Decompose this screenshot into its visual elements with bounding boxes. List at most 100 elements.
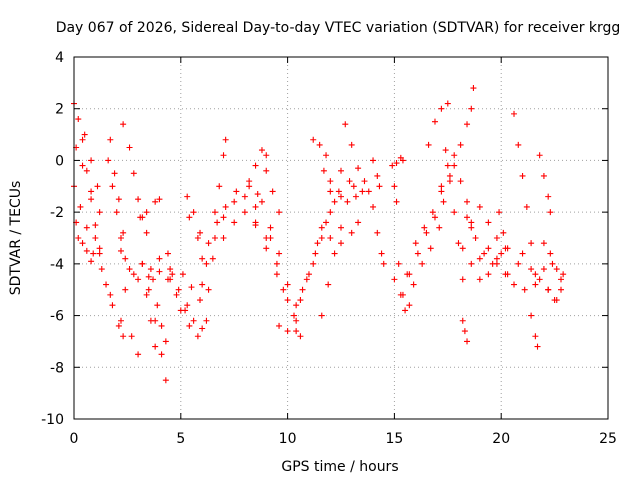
data-point bbox=[252, 219, 259, 226]
data-point bbox=[515, 141, 522, 148]
data-point bbox=[427, 245, 434, 252]
data-point bbox=[103, 281, 110, 288]
data-point bbox=[241, 193, 248, 200]
x-tick-label: 10 bbox=[279, 431, 297, 447]
data-point bbox=[222, 203, 229, 210]
data-point bbox=[188, 284, 195, 291]
y-tick-label: 2 bbox=[55, 102, 64, 118]
data-point bbox=[397, 291, 404, 298]
data-point bbox=[75, 116, 82, 123]
data-point bbox=[120, 229, 127, 236]
data-point bbox=[331, 198, 338, 205]
data-point bbox=[130, 271, 137, 278]
data-point bbox=[361, 178, 368, 185]
data-point bbox=[402, 307, 409, 314]
data-point bbox=[532, 271, 539, 278]
data-point bbox=[122, 286, 129, 293]
data-point bbox=[96, 250, 103, 257]
data-point bbox=[502, 271, 509, 278]
data-point bbox=[167, 266, 174, 273]
data-point bbox=[310, 136, 317, 143]
data-point bbox=[442, 147, 449, 154]
data-point bbox=[406, 302, 413, 309]
data-point bbox=[468, 224, 475, 231]
data-point bbox=[152, 198, 159, 205]
data-point bbox=[338, 167, 344, 174]
data-point bbox=[528, 312, 535, 319]
data-point bbox=[276, 250, 283, 257]
data-point bbox=[305, 271, 312, 278]
data-point bbox=[378, 250, 385, 257]
data-point bbox=[393, 198, 400, 205]
data-point bbox=[117, 317, 124, 324]
data-point bbox=[457, 178, 464, 185]
data-point bbox=[88, 258, 95, 265]
data-point bbox=[532, 333, 539, 340]
data-point bbox=[79, 240, 86, 247]
y-axis-label: SDTVAR / TECUs bbox=[8, 181, 24, 296]
data-point bbox=[515, 260, 522, 267]
data-point bbox=[551, 297, 558, 304]
data-point bbox=[464, 198, 471, 205]
data-point bbox=[547, 250, 554, 257]
data-point bbox=[216, 183, 223, 190]
data-point bbox=[560, 271, 567, 278]
data-point bbox=[464, 121, 471, 128]
x-tick-label: 0 bbox=[70, 431, 79, 447]
data-point bbox=[498, 250, 505, 257]
data-point bbox=[481, 250, 488, 257]
data-point bbox=[436, 224, 443, 231]
data-point bbox=[209, 255, 216, 262]
data-point bbox=[162, 377, 169, 384]
data-point bbox=[169, 271, 176, 278]
data-point bbox=[414, 250, 421, 257]
data-point bbox=[154, 302, 161, 309]
data-point bbox=[231, 219, 238, 226]
data-point bbox=[504, 245, 511, 252]
data-point bbox=[79, 136, 86, 143]
data-point bbox=[273, 260, 280, 267]
data-point bbox=[314, 240, 321, 247]
data-point bbox=[197, 229, 204, 236]
data-point bbox=[139, 260, 146, 267]
data-point bbox=[190, 209, 197, 216]
data-point bbox=[135, 196, 142, 203]
data-point bbox=[370, 157, 377, 164]
data-point bbox=[423, 229, 430, 236]
data-point bbox=[297, 333, 304, 340]
data-point bbox=[83, 247, 90, 254]
data-point bbox=[88, 188, 95, 195]
data-point bbox=[156, 268, 163, 275]
data-point bbox=[540, 240, 547, 247]
data-point bbox=[352, 193, 359, 200]
data-point bbox=[485, 271, 492, 278]
data-point bbox=[455, 240, 462, 247]
plot-frame bbox=[73, 56, 609, 420]
data-point bbox=[553, 266, 560, 273]
data-point bbox=[446, 178, 453, 185]
data-point bbox=[252, 162, 259, 169]
data-point bbox=[540, 266, 547, 273]
data-point bbox=[177, 307, 184, 314]
data-point bbox=[316, 141, 323, 148]
data-point bbox=[461, 328, 468, 335]
data-point bbox=[528, 240, 535, 247]
data-point bbox=[338, 193, 344, 200]
data-point bbox=[241, 209, 248, 216]
data-point bbox=[496, 209, 503, 216]
data-point bbox=[115, 196, 122, 203]
data-point bbox=[327, 209, 334, 216]
data-point bbox=[459, 245, 466, 252]
data-point bbox=[203, 317, 210, 324]
data-point bbox=[338, 224, 344, 231]
data-point bbox=[464, 338, 471, 345]
data-point bbox=[438, 188, 445, 195]
data-point bbox=[472, 235, 479, 241]
data-point bbox=[318, 235, 325, 241]
data-point bbox=[186, 214, 193, 221]
data-point bbox=[199, 255, 206, 262]
data-point bbox=[284, 328, 291, 335]
data-point bbox=[421, 224, 428, 231]
data-point bbox=[476, 203, 483, 210]
data-point bbox=[186, 322, 193, 329]
